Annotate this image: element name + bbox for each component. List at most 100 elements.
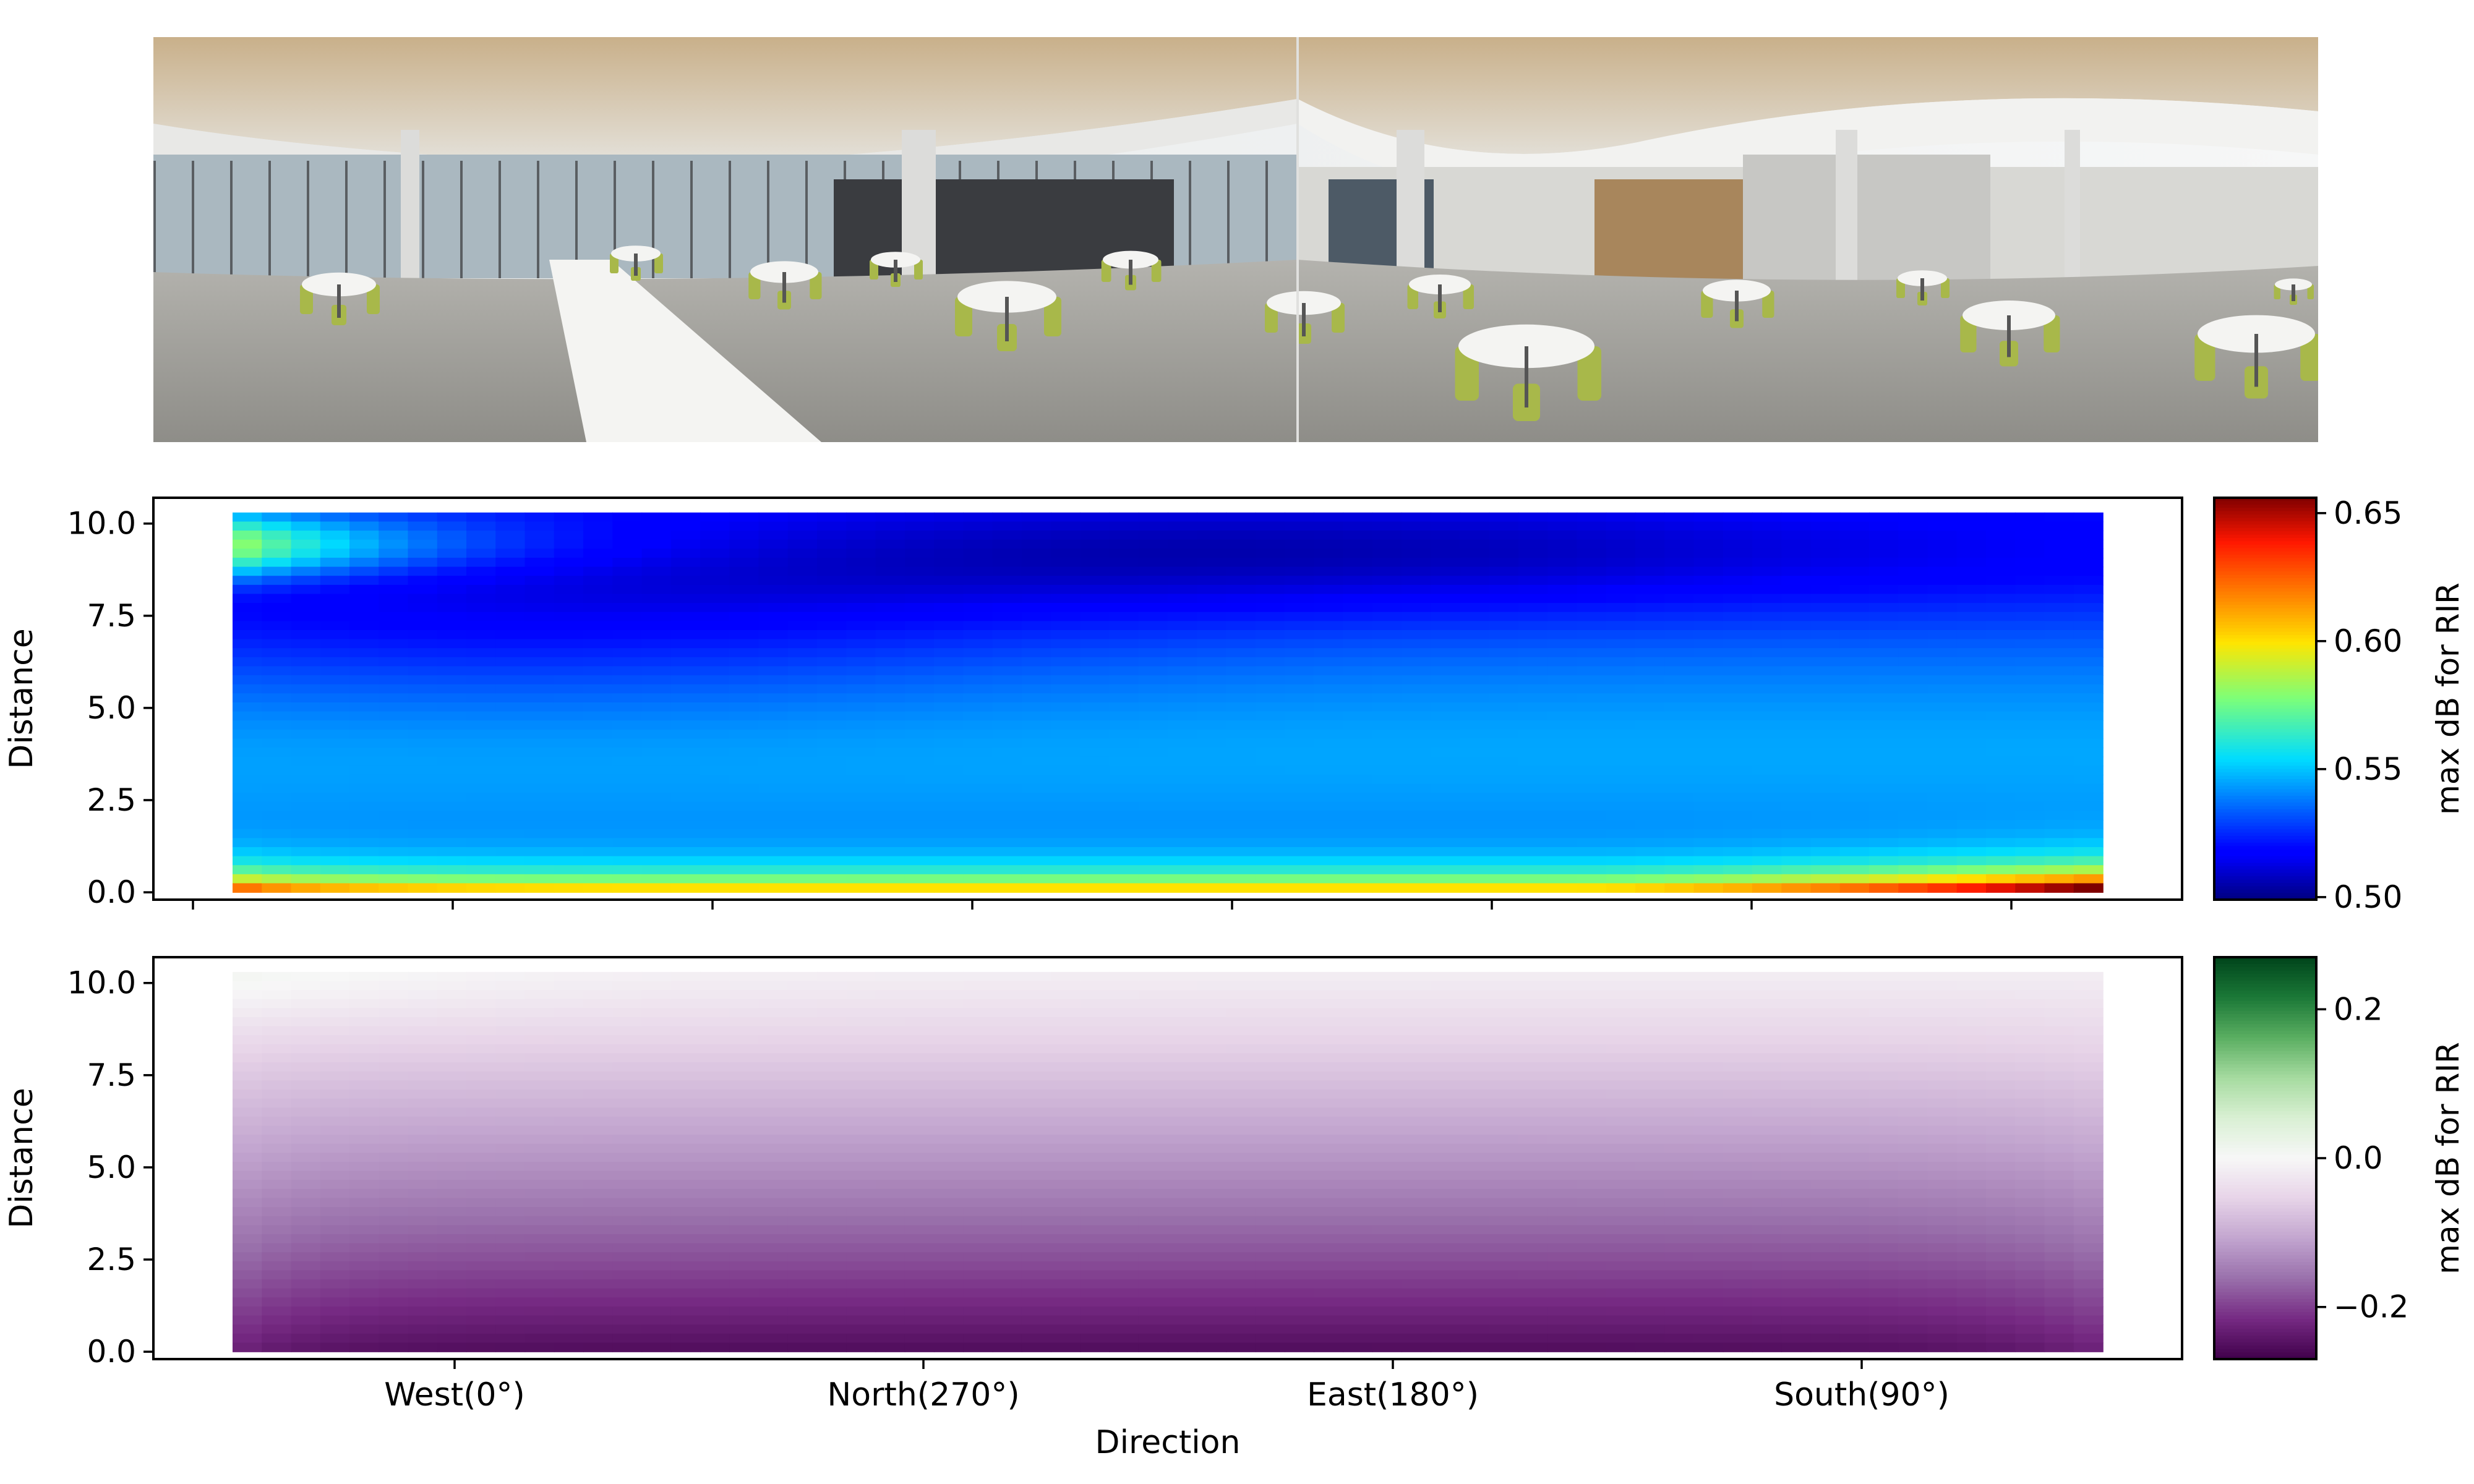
heatmap-cell xyxy=(1723,1243,1753,1253)
heatmap-cell xyxy=(233,720,263,730)
heatmap-cell xyxy=(1986,566,2016,577)
heatmap-cell xyxy=(787,838,818,848)
heatmap-cell xyxy=(1489,1017,1519,1027)
heatmap-cell xyxy=(466,603,497,613)
heatmap-cell xyxy=(934,566,964,577)
heatmap-cell xyxy=(1080,684,1110,694)
heatmap-cell xyxy=(1431,756,1461,767)
heatmap-cell xyxy=(1372,1107,1402,1117)
heatmap-cell xyxy=(583,1279,614,1289)
heatmap-cell xyxy=(1343,621,1373,631)
heatmap-cell xyxy=(758,765,789,775)
heatmap-cell xyxy=(729,1333,760,1344)
heatmap-cell xyxy=(904,1107,935,1117)
heatmap-cell xyxy=(1402,1071,1432,1081)
heatmap-cell xyxy=(1489,1333,1519,1344)
heatmap-cell xyxy=(1693,702,1724,712)
heatmap-cell xyxy=(495,1026,526,1036)
heatmap-cell xyxy=(700,1035,730,1045)
heatmap-cell xyxy=(934,1225,964,1235)
heatmap-cell xyxy=(1810,548,1841,558)
heatmap-cell xyxy=(1869,702,1899,712)
heatmap-cell xyxy=(1226,1333,1256,1344)
heatmap-cell xyxy=(670,1306,701,1316)
heatmap-cell xyxy=(1810,999,1841,1009)
heatmap-cell xyxy=(1255,584,1285,595)
heatmap-cell xyxy=(787,1261,818,1271)
heatmap-cell xyxy=(554,738,584,748)
heatmap-cell xyxy=(992,629,1022,640)
heatmap-cell xyxy=(554,801,584,812)
heatmap-cell xyxy=(1693,521,1724,531)
heatmap-cell xyxy=(1226,846,1256,857)
heatmap-cell xyxy=(1781,856,1812,866)
heatmap-cell xyxy=(1869,838,1899,848)
heatmap-cell xyxy=(670,1297,701,1307)
heatmap-cell xyxy=(291,612,321,622)
heatmap-cell xyxy=(1051,1089,1081,1099)
heatmap-cell xyxy=(524,729,555,740)
heatmap-cell xyxy=(1898,521,1928,531)
heatmap-cell xyxy=(233,874,263,884)
heatmap-cell xyxy=(641,1161,672,1172)
heatmap-cell xyxy=(1752,576,1783,586)
heatmap-cell xyxy=(437,1188,467,1199)
heatmap-cell xyxy=(875,548,905,558)
heatmap-cell xyxy=(1051,1171,1081,1181)
heatmap-cell xyxy=(233,1017,263,1027)
heatmap-cell xyxy=(1781,711,1812,722)
heatmap-cell xyxy=(1168,576,1198,586)
heatmap-cell xyxy=(1489,1180,1519,1190)
heatmap-cell xyxy=(758,666,789,676)
heatmap-cell xyxy=(554,1161,584,1172)
heatmap-cell xyxy=(1080,865,1110,875)
heatmap-cell xyxy=(1226,1252,1256,1262)
heatmap-cell xyxy=(1547,1234,1578,1244)
heatmap-cell xyxy=(1635,584,1666,595)
heatmap-cell xyxy=(320,820,350,830)
heatmap-cell xyxy=(2073,657,2104,667)
heatmap-cell xyxy=(1226,1270,1256,1280)
heatmap-cell xyxy=(1518,1098,1549,1109)
heatmap-cell xyxy=(1226,1161,1256,1172)
heatmap-cell xyxy=(641,1216,672,1226)
heatmap-cell xyxy=(554,1008,584,1018)
heatmap-cell xyxy=(1723,1306,1753,1316)
heatmap-cell xyxy=(233,675,263,685)
heatmap-cell xyxy=(1372,1180,1402,1190)
heatmap-cell xyxy=(1577,1026,1607,1036)
heatmap-cell xyxy=(349,829,380,839)
heatmap-cell xyxy=(1723,999,1753,1009)
heatmap-cell xyxy=(1518,999,1549,1009)
heatmap-cell xyxy=(1489,1198,1519,1208)
heatmap-cell xyxy=(992,874,1022,884)
heatmap-cell xyxy=(495,1315,526,1325)
heatmap-cell xyxy=(670,1161,701,1172)
heatmap-cell xyxy=(379,1315,409,1325)
heatmap-cell xyxy=(291,774,321,785)
heatmap-cell xyxy=(1314,1171,1344,1181)
heatmap-cell xyxy=(583,684,614,694)
heatmap-cell xyxy=(262,531,292,540)
heatmap-cell xyxy=(379,783,409,793)
heatmap-cell xyxy=(1226,702,1256,712)
heatmap-cell xyxy=(1051,684,1081,694)
heatmap-cell xyxy=(846,1116,876,1127)
heatmap-cell xyxy=(1138,1035,1168,1045)
heatmap-cell xyxy=(817,1342,847,1352)
heatmap-cell xyxy=(1547,1017,1578,1027)
heatmap-cell xyxy=(934,1053,964,1063)
heatmap-cell xyxy=(291,990,321,1000)
heatmap-cell xyxy=(1080,971,1110,982)
heatmap-cell xyxy=(408,584,438,595)
heatmap-cell xyxy=(846,1252,876,1262)
heatmap-cell xyxy=(1869,557,1899,568)
heatmap-cell xyxy=(1285,756,1315,767)
heatmap-cell xyxy=(1372,720,1402,730)
heatmap-cell xyxy=(1051,693,1081,703)
heatmap-cell xyxy=(1752,1188,1783,1199)
heatmap-cell xyxy=(320,1143,350,1154)
heatmap-cell xyxy=(1956,612,1987,622)
heatmap-cell xyxy=(1606,1306,1636,1316)
heatmap-cell xyxy=(846,801,876,812)
